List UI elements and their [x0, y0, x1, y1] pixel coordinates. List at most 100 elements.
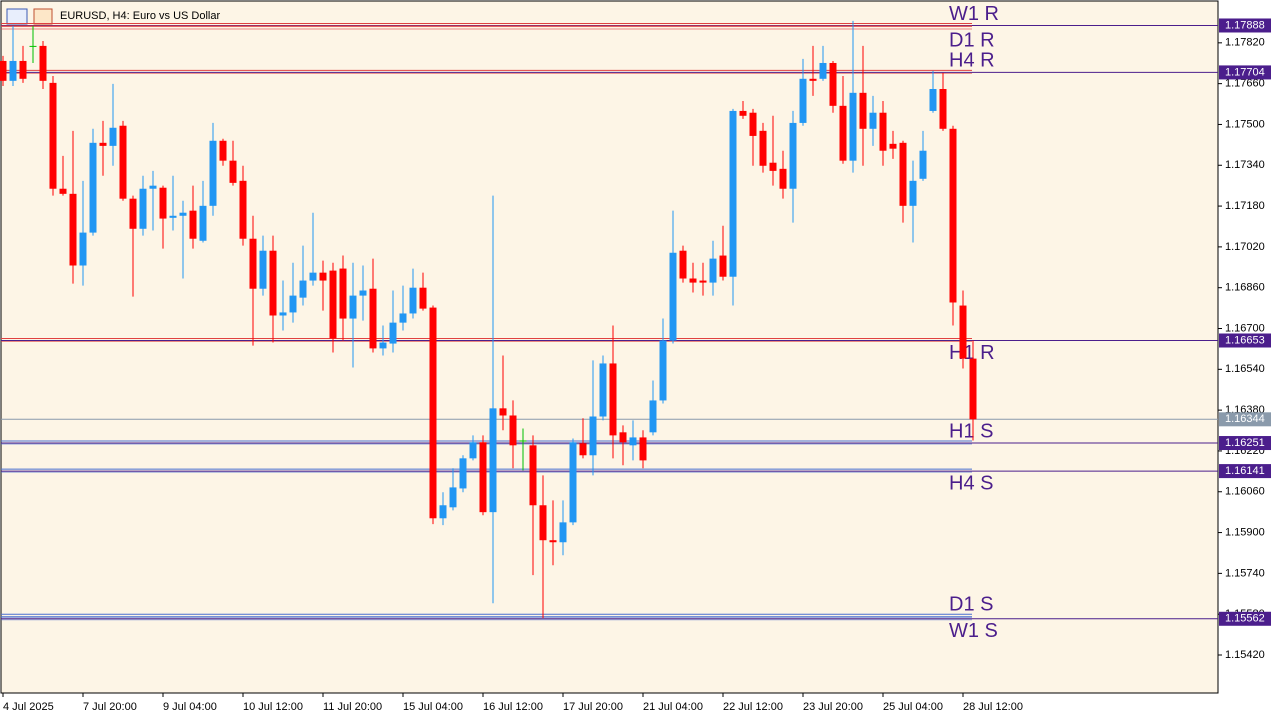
x-tick-label: 10 Jul 12:00: [243, 701, 303, 713]
price-tag: [1219, 65, 1271, 80]
price-tag: [1219, 611, 1271, 626]
y-tick-label: 1.16540: [1225, 363, 1265, 375]
candle-body: [459, 458, 467, 489]
candle-body: [259, 250, 267, 289]
x-tick-label: 21 Jul 04:00: [643, 701, 703, 713]
candle-body: [809, 78, 817, 81]
candle-body: [729, 110, 737, 277]
candle-body: [719, 255, 727, 277]
candle-body: [609, 363, 617, 436]
y-tick-label: 1.16860: [1225, 282, 1265, 294]
candle-body: [99, 142, 107, 146]
candle-body: [549, 540, 557, 543]
candle-body: [479, 442, 487, 513]
price-tag-label: 1.15562: [1225, 613, 1265, 625]
candle-body: [669, 252, 677, 341]
candle-body: [119, 125, 127, 199]
level-label: D1 R: [949, 29, 995, 51]
candle-body: [49, 82, 57, 189]
candle-body: [579, 443, 587, 456]
candle-body: [879, 112, 887, 151]
candle-body: [139, 188, 147, 229]
candle-body: [369, 288, 377, 349]
candle-body: [689, 278, 697, 283]
candle-body: [169, 215, 177, 218]
candle-body: [359, 290, 367, 296]
candle-body: [799, 78, 807, 123]
candle-body: [199, 205, 207, 241]
candle-body: [679, 250, 687, 279]
x-tick-label: 11 Jul 20:00: [323, 701, 382, 713]
candle-body: [289, 295, 297, 313]
candle-body: [409, 287, 417, 314]
candle-body: [949, 128, 957, 303]
candle-body: [79, 232, 87, 266]
candle-body: [439, 505, 447, 519]
x-tick-label: 15 Jul 04:00: [403, 701, 463, 713]
candle-body: [819, 62, 827, 79]
candle-body: [309, 272, 317, 281]
candle-body: [219, 140, 227, 161]
y-tick-label: 1.16060: [1225, 486, 1265, 498]
candle-body: [239, 180, 247, 239]
x-tick-label: 9 Jul 04:00: [163, 701, 217, 713]
x-tick-label: 23 Jul 20:00: [803, 701, 863, 713]
candle-body: [19, 60, 27, 79]
level-label: H4 R: [949, 50, 995, 72]
icon-list: [6, 8, 28, 25]
y-tick-label: 1.15900: [1225, 526, 1265, 538]
current-price-label: 1.16344: [1225, 413, 1265, 425]
price-tag-label: 1.16141: [1225, 465, 1265, 477]
candle-body: [539, 505, 547, 541]
candle-body: [389, 322, 397, 344]
y-tick-label: 1.17180: [1225, 200, 1265, 212]
candle-body: [709, 258, 717, 283]
candle-body: [209, 140, 217, 206]
price-tag-label: 1.16653: [1225, 334, 1265, 346]
candle-body: [379, 342, 387, 349]
candle-body: [779, 168, 787, 189]
candle-body: [589, 416, 597, 456]
y-tick-label: 1.17660: [1225, 78, 1265, 90]
level-label: H4 S: [949, 472, 993, 494]
y-tick-label: 1.17500: [1225, 118, 1265, 130]
level-label: W1 R: [949, 3, 999, 25]
candle-body: [489, 408, 497, 513]
price-tag-label: 1.17888: [1225, 19, 1265, 31]
candle-body: [599, 363, 607, 417]
x-tick-label: 28 Jul 12:00: [963, 701, 1023, 713]
candle-body: [419, 287, 427, 309]
candle-body: [789, 122, 797, 189]
price-tag: [1219, 436, 1271, 451]
candle-body: [909, 180, 917, 206]
candle-body: [449, 487, 457, 508]
y-tick-label: 1.16700: [1225, 322, 1265, 334]
y-tick-label: 1.15740: [1225, 567, 1265, 579]
candle-body: [749, 112, 757, 136]
candle-body: [859, 92, 867, 129]
x-tick-label: 4 Jul 2025: [3, 701, 54, 713]
candle-body: [339, 268, 347, 319]
x-tick-label: 25 Jul 04:00: [883, 701, 943, 713]
x-tick-label: 7 Jul 20:00: [83, 701, 137, 713]
candle-body: [319, 272, 327, 281]
candle-body: [929, 88, 937, 111]
plot-area: [0, 0, 1219, 694]
candle-body: [969, 358, 977, 420]
candle-body: [229, 160, 237, 183]
candle-body: [509, 415, 517, 446]
x-tick-label: 22 Jul 12:00: [723, 701, 783, 713]
candle-body: [569, 442, 577, 523]
price-tag: [1219, 333, 1271, 348]
candle-body: [399, 313, 407, 323]
candle-body: [109, 127, 117, 146]
candle-body: [499, 408, 507, 416]
candle-body: [919, 150, 927, 179]
candle-body: [619, 432, 627, 443]
candle-body: [769, 162, 777, 171]
x-tick-label: 16 Jul 12:00: [483, 701, 543, 713]
candle-body: [59, 188, 67, 194]
candle-body: [149, 185, 157, 189]
candle-body: [899, 142, 907, 206]
candle-body: [699, 280, 707, 283]
